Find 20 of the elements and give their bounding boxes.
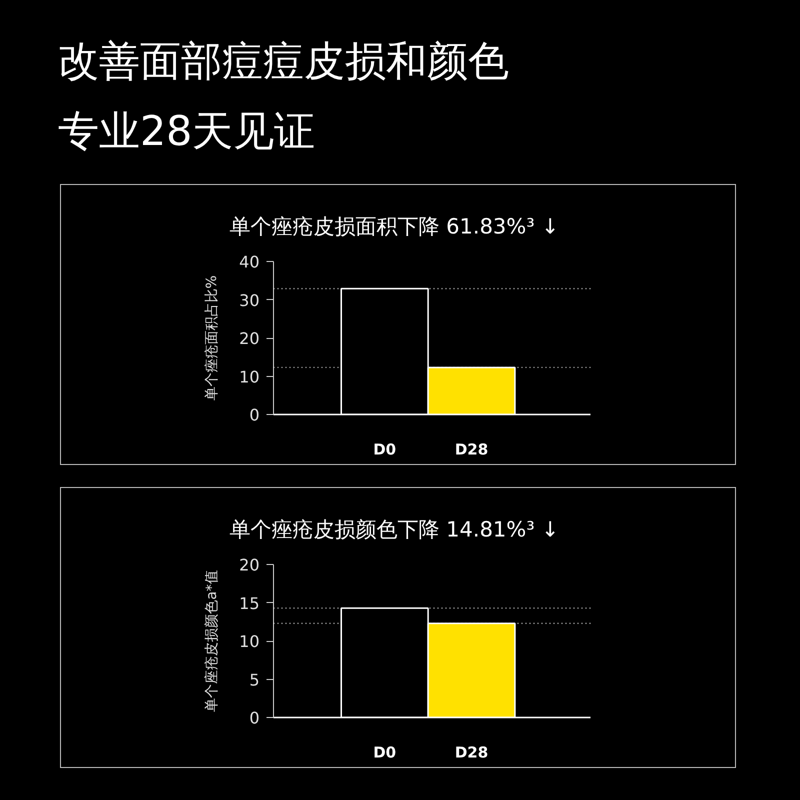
- text: 专业28天见证: [58, 106, 316, 157]
- x-tick-label: D28: [454, 744, 488, 762]
- y-tick-label: 0: [249, 406, 260, 424]
- y-axis-title: 单个痤疮面积占比%: [204, 275, 220, 401]
- y-tick-label: 40: [239, 252, 260, 272]
- x-tick-label: D28: [454, 440, 488, 458]
- y-axis-title: 单个座疮皮损颜色a*值: [204, 570, 220, 712]
- chart-title: 单个痤疮皮损面积下降 61.83%³ ↓: [230, 214, 559, 238]
- y-tick-label: 20: [239, 329, 260, 348]
- x-tick-label: D0: [373, 440, 396, 458]
- y-tick-label: 10: [239, 632, 260, 651]
- y-tick-label: 0: [249, 708, 260, 728]
- y-tick-label: 5: [249, 670, 260, 690]
- y-tick-label: 20: [239, 556, 260, 574]
- y-tick-label: 15: [239, 594, 260, 613]
- chart-title: 单个痤疮皮损颜色下降 14.81%³ ↓: [230, 518, 559, 542]
- x-tick-label: D0: [373, 744, 396, 762]
- y-tick-label: 10: [239, 367, 260, 386]
- text: 改善面部痘痘皮损和颜色: [58, 36, 509, 87]
- y-tick-label: 30: [239, 290, 260, 310]
